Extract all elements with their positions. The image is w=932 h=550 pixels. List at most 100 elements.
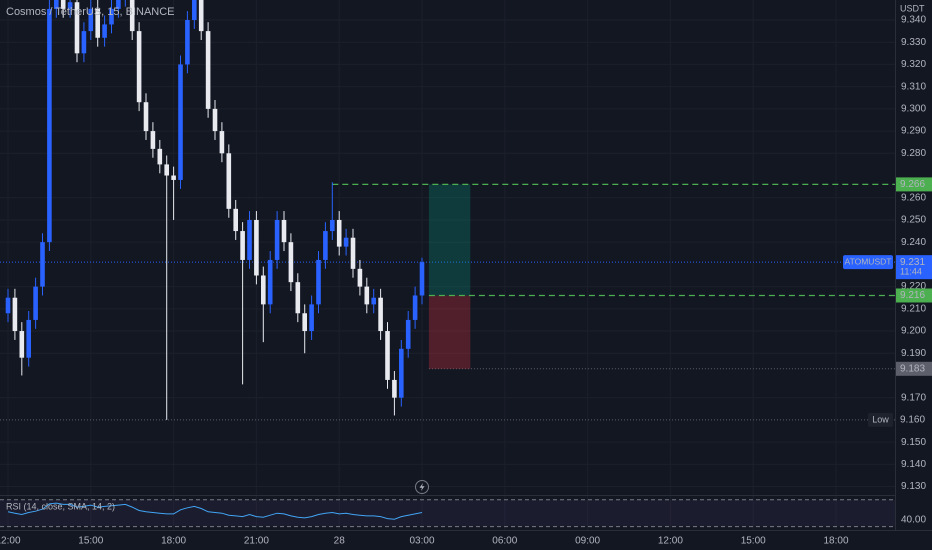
candle-body (212, 108, 218, 132)
candle-body (343, 237, 349, 247)
candle-body (129, 0, 135, 32)
candle-body (247, 219, 252, 260)
candle-body (364, 286, 370, 305)
candle-body (150, 131, 156, 149)
candle-body (136, 31, 142, 103)
candle-body (185, 19, 190, 65)
rsi-band-fill (0, 499, 895, 527)
candle-body (5, 297, 11, 314)
y-tick-label: 9.300 (901, 104, 926, 115)
y-tick-label: 9.320 (901, 59, 926, 70)
candle-body (385, 331, 390, 380)
candle-body (74, 2, 80, 54)
y-tick-label: 9.240 (901, 237, 926, 248)
candle-body (12, 297, 18, 332)
candle-body (81, 31, 87, 54)
plot (0, 0, 895, 421)
entry-tag-bg (896, 288, 932, 303)
candle-body (261, 275, 266, 305)
candle-body (95, 8, 101, 38)
candle-body (330, 219, 335, 232)
candle-body (399, 348, 404, 398)
candle-body (357, 268, 363, 287)
x-tick-label: 03:00 (409, 536, 434, 547)
candle-body (371, 297, 377, 305)
y-tick-label: 9.260 (901, 192, 926, 203)
candle-body (350, 237, 356, 269)
candle-body (309, 304, 314, 332)
candle-body (336, 219, 342, 247)
candle-body (40, 242, 45, 287)
candle-body (143, 102, 149, 132)
y-tick-label: 9.330 (901, 37, 926, 48)
stop-tag-bg (896, 361, 932, 376)
candle-body (47, 8, 52, 243)
x-tick-label: 12:00 (658, 536, 683, 547)
x-tick-label: 15:00 (78, 536, 103, 547)
candle-body (233, 208, 239, 232)
y-tick-label: 9.130 (901, 481, 926, 492)
candle-body (316, 259, 321, 305)
x-tick-label: 09:00 (575, 536, 600, 547)
x-tick-label: 28 (334, 536, 346, 547)
candle-body (205, 31, 211, 109)
candle-body (378, 297, 383, 332)
target-tag: 9.266 (900, 179, 925, 190)
candle-body (67, 2, 73, 9)
y-tick-label: 9.250 (901, 215, 926, 226)
candle-body (109, 8, 114, 25)
y-tick-label: 9.150 (901, 437, 926, 448)
y-tick-label: 9.210 (901, 303, 926, 314)
y-tick-label: 9.170 (901, 392, 926, 403)
candle-body (295, 282, 301, 314)
candle-body (405, 319, 411, 349)
chart-title: Cosmos / TetherUS, 15, BINANCE (6, 6, 175, 18)
last-price-tag: 9.231 (900, 257, 925, 268)
candle-body (302, 313, 308, 332)
icon-bolt (419, 483, 425, 491)
x-tick-label: 18:00 (823, 536, 848, 547)
candle-body (219, 131, 225, 154)
x-tick-label: 21:00 (244, 536, 269, 547)
y-tick-label: 9.280 (901, 148, 926, 159)
candle-body (178, 64, 183, 180)
candle-body (88, 8, 94, 32)
loss-zone (428, 295, 471, 369)
candle-body (288, 242, 294, 283)
x-tick-label: 12:00 (0, 536, 21, 547)
candle-body (198, 0, 204, 32)
low-name-bg (868, 412, 893, 427)
candle-body (33, 286, 38, 320)
rsi-tick-label: 40.00 (901, 515, 926, 526)
candle-body (157, 148, 163, 165)
low-name: Low (872, 414, 889, 424)
entry-tag: 9.216 (900, 290, 925, 301)
target-tag-bg (896, 177, 932, 192)
candle-body (60, 0, 66, 9)
rsi-line (7, 502, 423, 520)
candle-body (26, 319, 32, 358)
candle-body (226, 153, 232, 209)
y-tick-label: 9.140 (901, 459, 926, 470)
candle-body (254, 219, 259, 276)
candle-body (267, 259, 273, 305)
profit-zone (428, 184, 471, 296)
replay-icon[interactable] (415, 480, 429, 494)
y-tick-label: 9.310 (901, 81, 926, 92)
x-tick-label: 06:00 (492, 536, 517, 547)
candle-body (164, 164, 170, 176)
candle-body (281, 219, 287, 243)
symbol-tag: ATOMUSDT (845, 256, 892, 266)
y-tick-label: 9.190 (901, 348, 926, 359)
low-tag-bg (896, 412, 932, 427)
countdown: 11:44 (900, 267, 922, 277)
axes: 9.340 9.330 9.320 9.310 9.300 9.290 9.280 9.260… (0, 15, 932, 547)
last-price-tag-bg (896, 255, 932, 280)
currency-label: USDT (900, 3, 925, 13)
candle-body (192, 0, 197, 20)
y-tick-label: 9.200 (901, 326, 926, 337)
candle-body (274, 219, 280, 260)
symbol-tag-bg (843, 255, 893, 270)
